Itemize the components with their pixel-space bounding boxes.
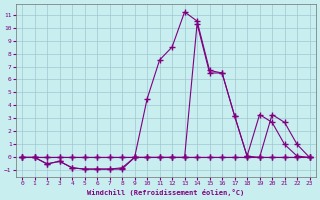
X-axis label: Windchill (Refroidissement éolien,°C): Windchill (Refroidissement éolien,°C) (87, 189, 244, 196)
